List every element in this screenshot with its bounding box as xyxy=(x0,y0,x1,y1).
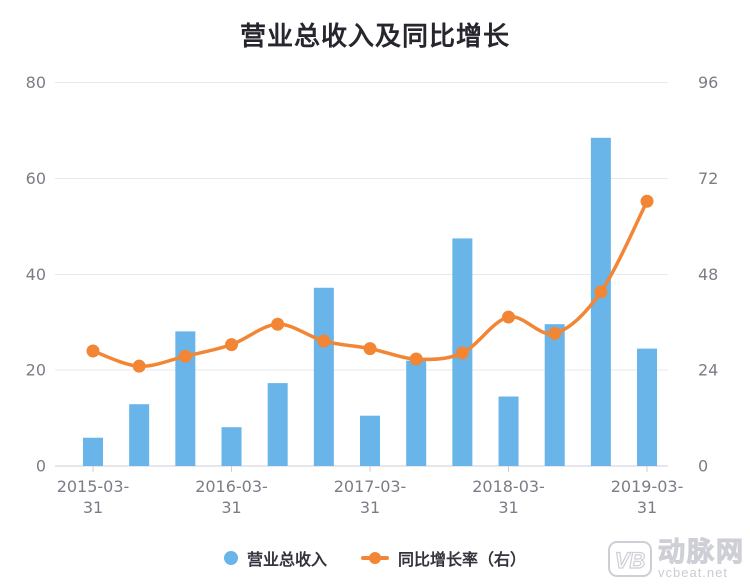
x-axis-label: 31 xyxy=(221,498,241,517)
x-axis-label: 2016-03- xyxy=(195,477,268,496)
growth-legend-label: 同比增长率（右） xyxy=(398,552,527,569)
y-axis-label-right: 48 xyxy=(698,265,718,284)
revenue-bar[interactable] xyxy=(313,287,334,466)
x-axis-label: 31 xyxy=(83,498,103,517)
growth-point[interactable] xyxy=(409,352,423,366)
growth-point[interactable] xyxy=(271,317,285,331)
revenue-legend-swatch-icon xyxy=(223,551,238,565)
revenue-bar[interactable] xyxy=(544,324,565,466)
x-axis-label: 31 xyxy=(637,498,657,517)
x-axis-label: 2015-03- xyxy=(57,477,130,496)
x-axis-label: 2017-03- xyxy=(334,477,407,496)
chart-legend: 营业总收入 同比增长率（右） xyxy=(0,546,750,570)
y-axis-label-right: 72 xyxy=(698,169,718,188)
chart-canvas: 0 0 20 24 40 48 60 72 80 96 2015-03- 31 2016-03- 31 20… xyxy=(26,73,719,517)
revenue-bar[interactable] xyxy=(129,404,150,466)
growth-point[interactable] xyxy=(594,285,608,299)
growth-point[interactable] xyxy=(363,342,377,356)
y-axis-label-right: 96 xyxy=(698,73,718,92)
chart-title: 营业总收入及同比增长 xyxy=(239,21,510,51)
vcbeat-watermark: VB 动脉网 vcbeat.net xyxy=(607,537,745,581)
x-axis-label: 2018-03- xyxy=(472,477,545,496)
watermark-brand: 动脉网 xyxy=(658,537,745,567)
growth-point[interactable] xyxy=(548,326,562,340)
watermark-site: vcbeat.net xyxy=(658,565,728,580)
growth-point[interactable] xyxy=(502,310,516,324)
y-axis-label-left: 60 xyxy=(26,169,46,188)
growth-legend-swatch-icon xyxy=(361,552,389,564)
y-axis-label-left: 0 xyxy=(36,457,46,476)
legend-item-growth[interactable]: 同比增长率（右） xyxy=(361,546,526,570)
x-axis-label: 31 xyxy=(498,498,518,517)
y-axis-label-left: 40 xyxy=(26,265,46,284)
growth-point[interactable] xyxy=(317,334,331,348)
vb-logo-icon: VB xyxy=(608,541,652,577)
revenue-bar[interactable] xyxy=(83,437,103,466)
x-axis-label: 31 xyxy=(360,498,380,517)
revenue-bar[interactable] xyxy=(498,396,519,466)
growth-point[interactable] xyxy=(455,346,469,360)
growth-point[interactable] xyxy=(178,349,192,363)
revenue-bar[interactable] xyxy=(360,415,381,466)
revenue-legend-label: 营业总收入 xyxy=(246,552,327,569)
growth-point[interactable] xyxy=(132,359,146,373)
growth-point[interactable] xyxy=(640,194,654,208)
y-axis-label-right: 24 xyxy=(698,361,718,380)
growth-point[interactable] xyxy=(86,344,100,358)
revenue-bar[interactable] xyxy=(175,331,196,466)
revenue-bar[interactable] xyxy=(221,427,242,466)
legend-item-revenue[interactable]: 营业总收入 xyxy=(223,546,327,570)
growth-point[interactable] xyxy=(225,338,239,352)
revenue-bar[interactable] xyxy=(590,137,611,466)
y-axis-label-right: 0 xyxy=(698,457,708,476)
revenue-bar[interactable] xyxy=(637,348,658,466)
revenue-bar[interactable] xyxy=(406,360,427,466)
y-axis-label-left: 20 xyxy=(26,361,46,380)
x-axis-label: 2019-03- xyxy=(611,477,684,496)
revenue-bar[interactable] xyxy=(267,383,288,466)
y-axis-label-left: 80 xyxy=(26,73,46,92)
svg-text:VB: VB xyxy=(615,548,646,573)
